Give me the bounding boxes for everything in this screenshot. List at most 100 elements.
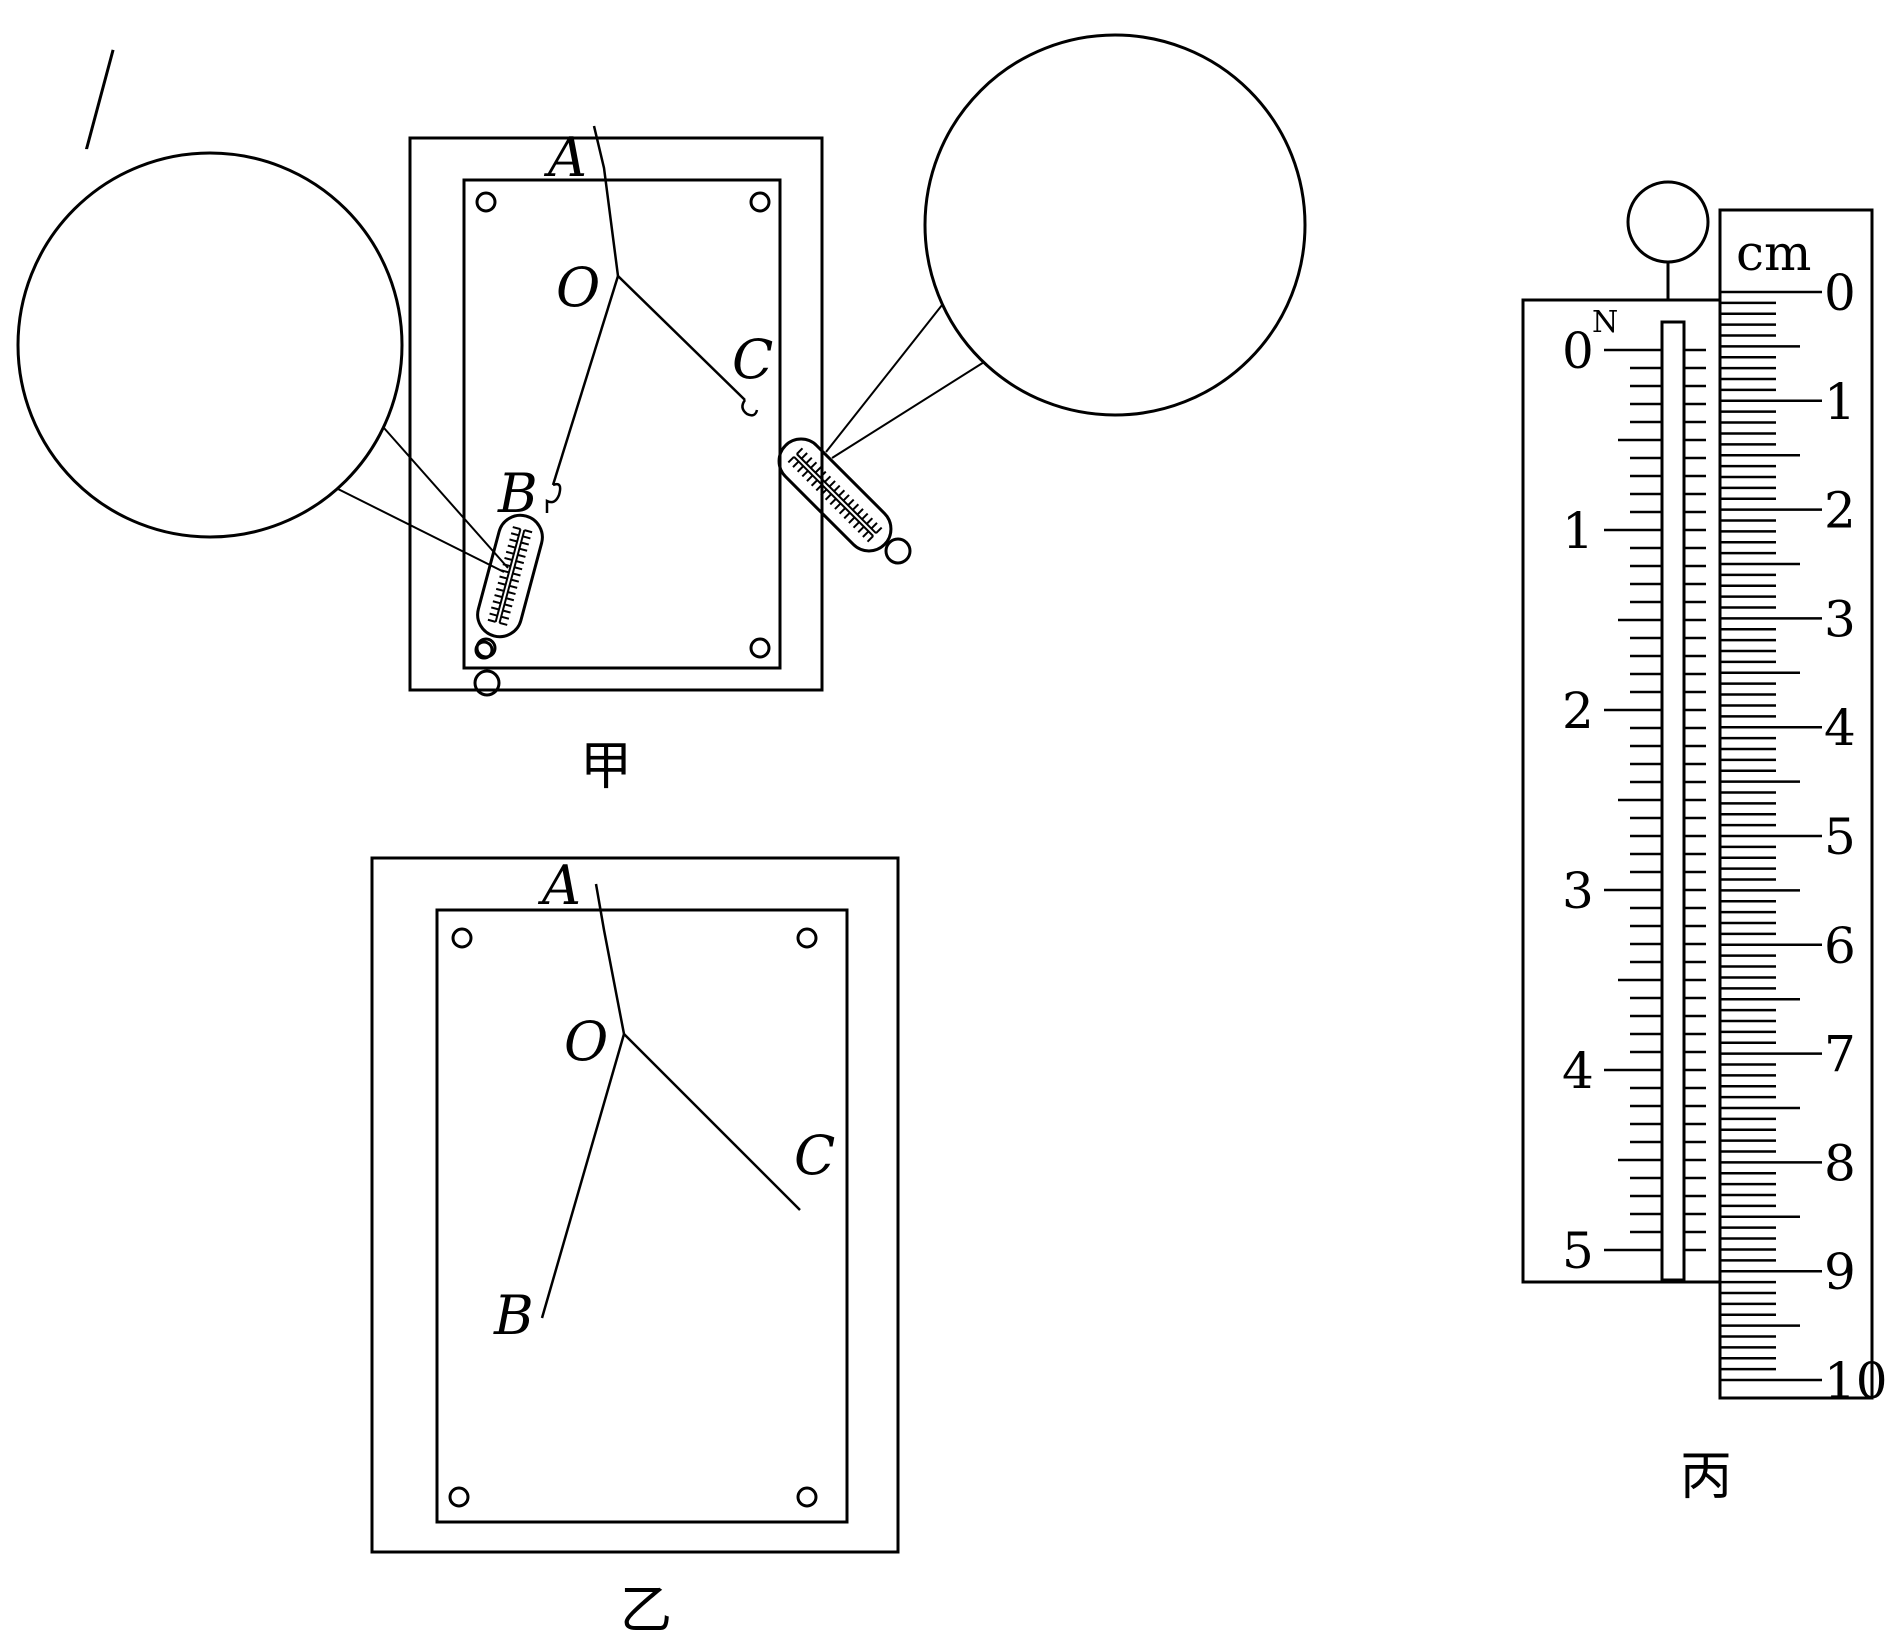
scale-tick	[792, 460, 800, 468]
scale-tick	[810, 461, 818, 469]
pull-ring-C	[884, 537, 912, 565]
point-label-B: B	[497, 462, 538, 525]
scale-tick	[865, 517, 874, 525]
pull-ring-B	[474, 640, 494, 660]
pin-hole	[749, 637, 771, 659]
scale-tick	[806, 474, 814, 482]
scale-edge	[0, 49, 115, 193]
cm-label: 8	[1824, 1134, 1856, 1192]
pin-hole	[796, 1486, 818, 1508]
cm-ticks	[1720, 290, 1822, 1382]
spring-scale-B	[476, 513, 544, 639]
cm-labels: 0 1 2 3 4 5 6 7 8 9 10	[1824, 264, 1888, 1410]
scale-tick	[492, 600, 501, 605]
newton-labels: 0 1 2 3 4 5	[1562, 322, 1594, 1280]
pin-hole	[749, 191, 771, 213]
scale-tick	[810, 479, 818, 487]
scale-tick	[512, 572, 521, 577]
scale-tick	[510, 578, 520, 583]
newton-unit-label: N	[1592, 305, 1618, 340]
hook-B	[545, 482, 562, 513]
scale-tick	[509, 538, 518, 543]
newton-label: 3	[1562, 862, 1594, 920]
spring-scale-ticks	[487, 526, 533, 626]
cm-label: 7	[1824, 1026, 1856, 1084]
scale-slot	[498, 529, 526, 624]
cm-label: 10	[1824, 1352, 1888, 1410]
scale-tick	[512, 526, 521, 531]
cm-label: 9	[1824, 1243, 1856, 1301]
scale-tick	[504, 556, 513, 561]
magnifier-tick	[185, 545, 253, 563]
pull-ring-B	[473, 669, 501, 697]
point-label-A: A	[537, 854, 581, 917]
magnifier-left: 4 4 3 3	[0, 49, 404, 563]
cm-label: 4	[1824, 699, 1856, 757]
newton-label: 2	[1562, 682, 1594, 740]
scale-tick	[796, 447, 804, 455]
board-outer	[370, 856, 900, 1554]
scale-tick	[852, 503, 860, 511]
scale-tick	[487, 618, 496, 623]
point-label-O: O	[556, 256, 600, 319]
scale-tick	[800, 452, 808, 460]
scale-tick	[489, 612, 498, 617]
callout-line	[825, 299, 947, 453]
scale-tick	[819, 470, 827, 478]
scale-tick	[515, 560, 525, 565]
callout-line	[383, 427, 509, 569]
point-label-A: A	[543, 126, 587, 189]
caption-jia: 甲	[580, 737, 632, 797]
spring-scale-plate	[1521, 298, 1722, 1284]
scale-tick	[824, 475, 832, 483]
cm-label: 6	[1824, 917, 1856, 975]
board-outer	[408, 136, 824, 692]
newton-label: 5	[1562, 1222, 1594, 1280]
pin-hole	[451, 927, 473, 949]
scale-tick	[828, 480, 836, 488]
string-AO	[594, 883, 626, 1035]
scale-tick	[861, 512, 869, 520]
newton-label: 0	[1562, 322, 1594, 380]
scale-tick	[507, 544, 516, 549]
scale-tick	[514, 566, 523, 571]
scale-tick	[838, 507, 846, 515]
scale-tick	[843, 512, 851, 520]
string-OB	[551, 275, 620, 486]
scale-slot	[793, 456, 874, 537]
figure-jia: 4 4 3 3 3 3 2 2	[0, 33, 1307, 697]
scale-slot	[494, 528, 522, 623]
magnifier-label-upper: 4	[18, 459, 64, 523]
scale-tick	[494, 594, 503, 599]
scale-tick	[519, 547, 528, 552]
pin-hole	[475, 191, 497, 213]
scale-tick	[866, 535, 874, 543]
hook-C	[741, 399, 759, 417]
figure-bing-labels: cm N 0 1 2 3 4 5 0 1 2 3 4 5 6 7 8 9 10 丙	[1562, 224, 1888, 1507]
scale-tick	[842, 494, 850, 502]
cm-label: 3	[1824, 590, 1856, 648]
scale-tick	[870, 522, 878, 530]
newton-label: 4	[1562, 1042, 1594, 1100]
cm-label: 0	[1824, 264, 1856, 322]
scale-tick	[824, 493, 832, 501]
pin-hole	[448, 1486, 470, 1508]
magnifier-circle	[923, 33, 1307, 417]
scale-tick	[805, 456, 813, 465]
paper-sheet	[462, 178, 782, 670]
scale-tick	[848, 516, 856, 524]
string-OB	[540, 1033, 626, 1319]
cm-label: 1	[1824, 373, 1856, 431]
pin-hole	[796, 927, 818, 949]
point-label-C: C	[732, 328, 773, 391]
figure-jia-labels: A O C B 甲	[497, 126, 773, 797]
scale-tick	[509, 584, 518, 589]
point-label-B: B	[493, 1284, 534, 1347]
callout-line	[831, 351, 1001, 459]
scale-tick	[829, 498, 837, 506]
caption-bing: 丙	[1680, 1447, 1732, 1507]
cm-unit-label: cm	[1736, 224, 1811, 282]
scale-tick	[857, 525, 865, 534]
scale-tick	[499, 621, 508, 626]
